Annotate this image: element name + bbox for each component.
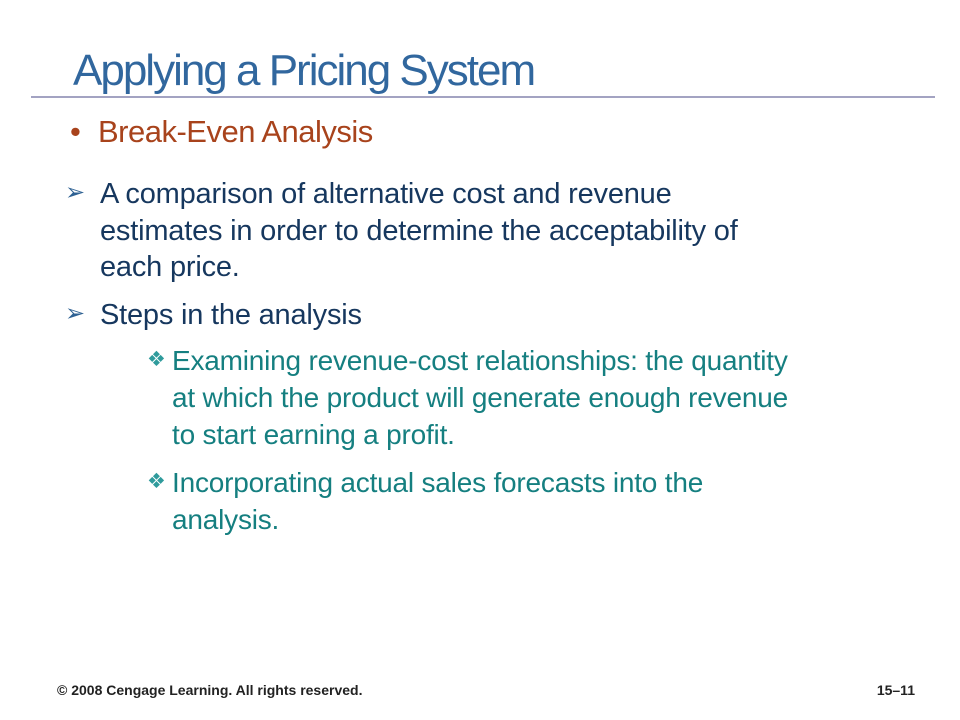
bullet-line: to start earning a profit. bbox=[172, 419, 455, 450]
diamond-bullet-icon: ❖ bbox=[147, 348, 166, 371]
bullet-line: each price. bbox=[100, 251, 240, 283]
bullet-line: Steps in the analysis bbox=[100, 299, 362, 331]
arrow-bullet-icon: ➢ bbox=[65, 300, 86, 327]
bullet-level2-item: Steps in the analysis bbox=[100, 297, 362, 334]
footer-copyright: © 2008 Cengage Learning. All rights rese… bbox=[57, 682, 363, 698]
bullet-level1-text: Break-Even Analysis bbox=[98, 114, 373, 149]
bullet-line: at which the product will generate enoug… bbox=[172, 382, 788, 413]
title-rule-divider bbox=[31, 96, 935, 98]
bullet-level2-item: A comparison of alternative cost and rev… bbox=[100, 176, 738, 286]
bullet-level3-item: Examining revenue-cost relationships: th… bbox=[172, 342, 788, 453]
bullet-dot-icon: • bbox=[70, 114, 81, 149]
bullet-line: analysis. bbox=[172, 504, 280, 535]
bullet-line: A comparison of alternative cost and rev… bbox=[100, 178, 672, 210]
bullet-line: Examining revenue-cost relationships: th… bbox=[172, 345, 788, 376]
diamond-bullet-icon: ❖ bbox=[147, 470, 166, 493]
bullet-level3-item: Incorporating actual sales forecasts int… bbox=[172, 464, 703, 538]
arrow-bullet-icon: ➢ bbox=[65, 179, 86, 206]
slide-title: Applying a Pricing System bbox=[73, 46, 536, 95]
bullet-line: Incorporating actual sales forecasts int… bbox=[172, 467, 704, 498]
footer-page-number: 15–11 bbox=[876, 682, 915, 698]
bullet-line: estimates in order to determine the acce… bbox=[100, 214, 738, 247]
